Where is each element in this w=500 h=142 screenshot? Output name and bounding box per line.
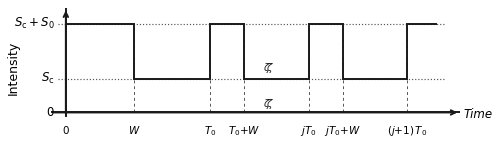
Text: $S_{\mathrm{c}} + S_0$: $S_{\mathrm{c}} + S_0$: [14, 16, 54, 31]
Text: $\zeta\!\zeta$: $\zeta\!\zeta$: [263, 97, 274, 111]
Text: $(j{+}1)\,T_0$: $(j{+}1)\,T_0$: [387, 124, 428, 138]
Text: Time: Time: [464, 108, 493, 121]
Text: $T_0{+}W$: $T_0{+}W$: [228, 124, 260, 138]
Text: $jT_0{+}W$: $jT_0{+}W$: [324, 124, 361, 138]
Text: $jT_0$: $jT_0$: [300, 124, 317, 138]
Text: $0$: $0$: [46, 106, 54, 119]
Text: $0$: $0$: [62, 124, 70, 136]
Text: $\zeta\!\zeta$: $\zeta\!\zeta$: [263, 61, 274, 75]
Text: Intensity: Intensity: [6, 41, 20, 95]
Text: $S_{\mathrm{c}}$: $S_{\mathrm{c}}$: [41, 71, 54, 86]
Text: $T_0$: $T_0$: [204, 124, 216, 138]
Text: $W$: $W$: [128, 124, 140, 136]
